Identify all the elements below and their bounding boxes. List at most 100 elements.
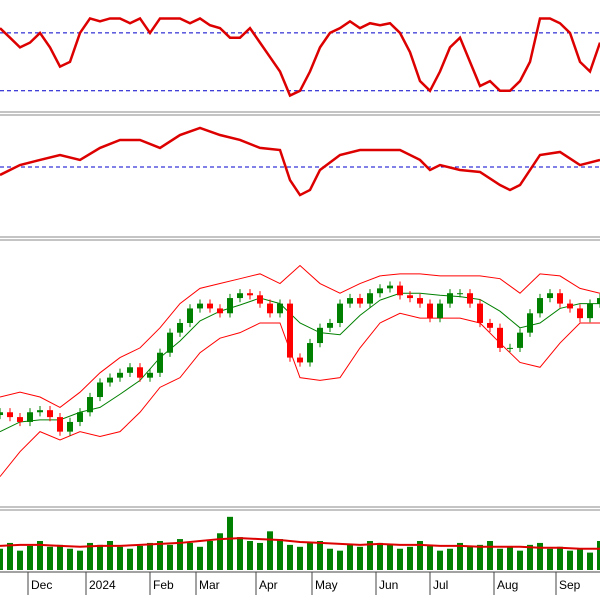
volume-bar: [57, 544, 63, 570]
candle-body: [527, 313, 533, 333]
volume-bar: [477, 544, 483, 570]
volume-bar: [387, 544, 393, 570]
volume-bar: [267, 531, 273, 570]
candle-body: [567, 303, 573, 309]
volume-bar: [87, 542, 93, 570]
x-tick-label: Sep: [559, 578, 581, 592]
volume-bar: [227, 516, 233, 570]
candle-body: [257, 295, 263, 304]
volume-bar: [137, 545, 143, 570]
candle-body: [337, 303, 343, 323]
volume-bar: [377, 542, 383, 570]
candle-body: [457, 293, 463, 295]
volume-bar: [507, 546, 513, 570]
candle-body: [127, 367, 133, 373]
volume-bar: [37, 541, 43, 570]
candle-body: [597, 298, 600, 304]
candle-body: [67, 421, 73, 432]
volume-bar: [237, 537, 243, 570]
volume-bar: [177, 539, 183, 570]
volume-bar: [407, 546, 413, 570]
candle-body: [397, 285, 403, 296]
candle-body: [467, 293, 473, 304]
candle-body: [77, 412, 83, 422]
volume-bar: [17, 550, 23, 570]
volume-bar: [107, 541, 113, 570]
volume-bar: [167, 544, 173, 570]
candle-body: [277, 303, 283, 314]
volume-bar: [347, 544, 353, 570]
volume-bar: [367, 541, 373, 570]
candle-body: [247, 293, 253, 296]
volume-bar: [557, 546, 563, 570]
candle-body: [267, 303, 273, 314]
candle-body: [287, 303, 293, 358]
candle-body: [427, 303, 433, 319]
candle-body: [167, 332, 173, 353]
candle-body: [7, 412, 13, 418]
volume-bar: [207, 541, 213, 570]
volume-bar: [447, 548, 453, 570]
volume-bar: [97, 544, 103, 570]
candle-body: [227, 298, 233, 314]
x-tick-label: Feb: [153, 578, 174, 592]
volume-bar: [497, 548, 503, 570]
candle-body: [417, 298, 423, 304]
candle-body: [217, 308, 223, 314]
candle-body: [367, 293, 373, 304]
line: [0, 16, 600, 98]
volume-bar: [297, 546, 303, 570]
candle-body: [17, 417, 23, 422]
volume-bar: [317, 541, 323, 570]
candle-body: [307, 343, 313, 363]
candle-body: [347, 298, 353, 304]
candle-body: [407, 295, 413, 299]
x-tick-label: Mar: [199, 578, 220, 592]
volume-bar: [337, 550, 343, 570]
x-tick-label: 2024: [89, 578, 116, 592]
volume-bar: [397, 548, 403, 570]
candle-body: [507, 347, 513, 349]
volume-bar: [597, 541, 600, 570]
candle-body: [107, 377, 113, 383]
candle-body: [117, 372, 123, 378]
volume-bar: [277, 539, 283, 570]
volume-bar: [7, 542, 13, 570]
volume-bar: [587, 552, 593, 570]
candle-body: [377, 288, 383, 294]
volume-bar: [127, 548, 133, 570]
volume-bar: [0, 548, 3, 570]
volume-bar: [457, 542, 463, 570]
volume-bar: [247, 541, 253, 570]
candle-body: [97, 382, 103, 398]
line: [0, 264, 600, 409]
candle-body: [197, 303, 203, 309]
volume-bar: [427, 544, 433, 570]
candle-body: [437, 303, 443, 319]
x-tick-label: Dec: [31, 578, 52, 592]
candle-body: [317, 327, 323, 344]
candle-body: [537, 298, 543, 314]
volume-bar: [257, 542, 263, 570]
line: [0, 126, 600, 197]
volume-bar: [287, 544, 293, 570]
candle-body: [147, 372, 153, 378]
line: [0, 537, 600, 550]
volume-bar: [217, 533, 223, 570]
volume-bar: [487, 541, 493, 570]
candle-body: [387, 285, 393, 289]
candle-body: [207, 303, 213, 309]
candle-body: [587, 303, 593, 319]
volume-bar: [437, 550, 443, 570]
candle-body: [557, 293, 563, 304]
volume-bar: [417, 541, 423, 570]
candle-body: [487, 322, 493, 328]
volume-bar: [197, 546, 203, 570]
candle-body: [447, 293, 453, 304]
candle-body: [577, 308, 583, 319]
x-tick-label: Jun: [379, 578, 398, 592]
candle-body: [327, 322, 333, 328]
volume-bar: [467, 546, 473, 570]
candle-body: [57, 417, 63, 432]
candle-body: [547, 293, 553, 299]
